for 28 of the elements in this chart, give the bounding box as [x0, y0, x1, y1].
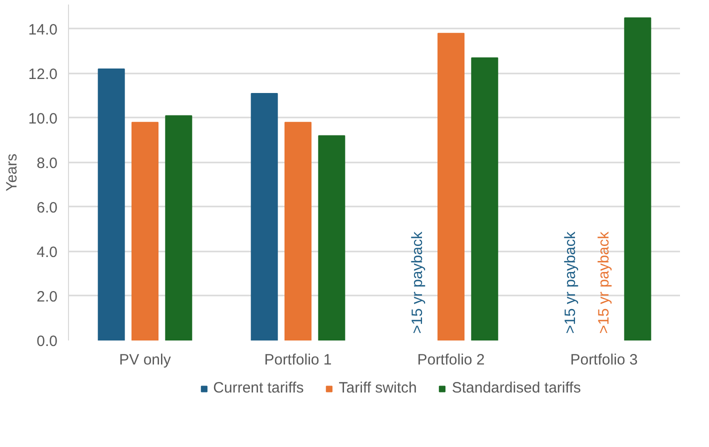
bar — [98, 68, 125, 340]
x-tick-label: Portfolio 3 — [570, 352, 638, 368]
text: >15 yr payback — [408, 232, 426, 334]
y-tick-label: 2.0 — [36, 288, 58, 306]
y-axis-title: Years — [3, 154, 20, 192]
x-tick-label: Portfolio 1 — [264, 352, 332, 368]
legend-label: Current tariffs — [213, 380, 304, 396]
bar — [471, 57, 498, 340]
x-tick-label: PV only — [119, 352, 172, 368]
y-tick-label: 0.0 — [36, 333, 58, 350]
text: >15 yr payback — [562, 232, 579, 334]
text: >15 yr payback — [596, 232, 612, 334]
y-tick-label: 4.0 — [36, 244, 58, 261]
x-tick-label: Portfolio 2 — [417, 352, 485, 368]
bar — [131, 122, 159, 340]
bar — [318, 135, 346, 340]
y-tick-label: 6.0 — [36, 199, 58, 216]
y-tick-label: 14.0 — [28, 21, 58, 38]
bar — [284, 122, 312, 340]
legend-label: Tariff switch — [338, 380, 417, 396]
bar — [624, 17, 652, 340]
bar — [165, 115, 192, 340]
y-tick-label: 12.0 — [28, 66, 58, 83]
y-tick-label: 10.0 — [28, 110, 58, 128]
bar — [437, 32, 465, 340]
bar — [250, 93, 278, 340]
y-tick-label: 8.0 — [36, 154, 58, 172]
legend-label: Standardised tariffs — [452, 380, 581, 396]
